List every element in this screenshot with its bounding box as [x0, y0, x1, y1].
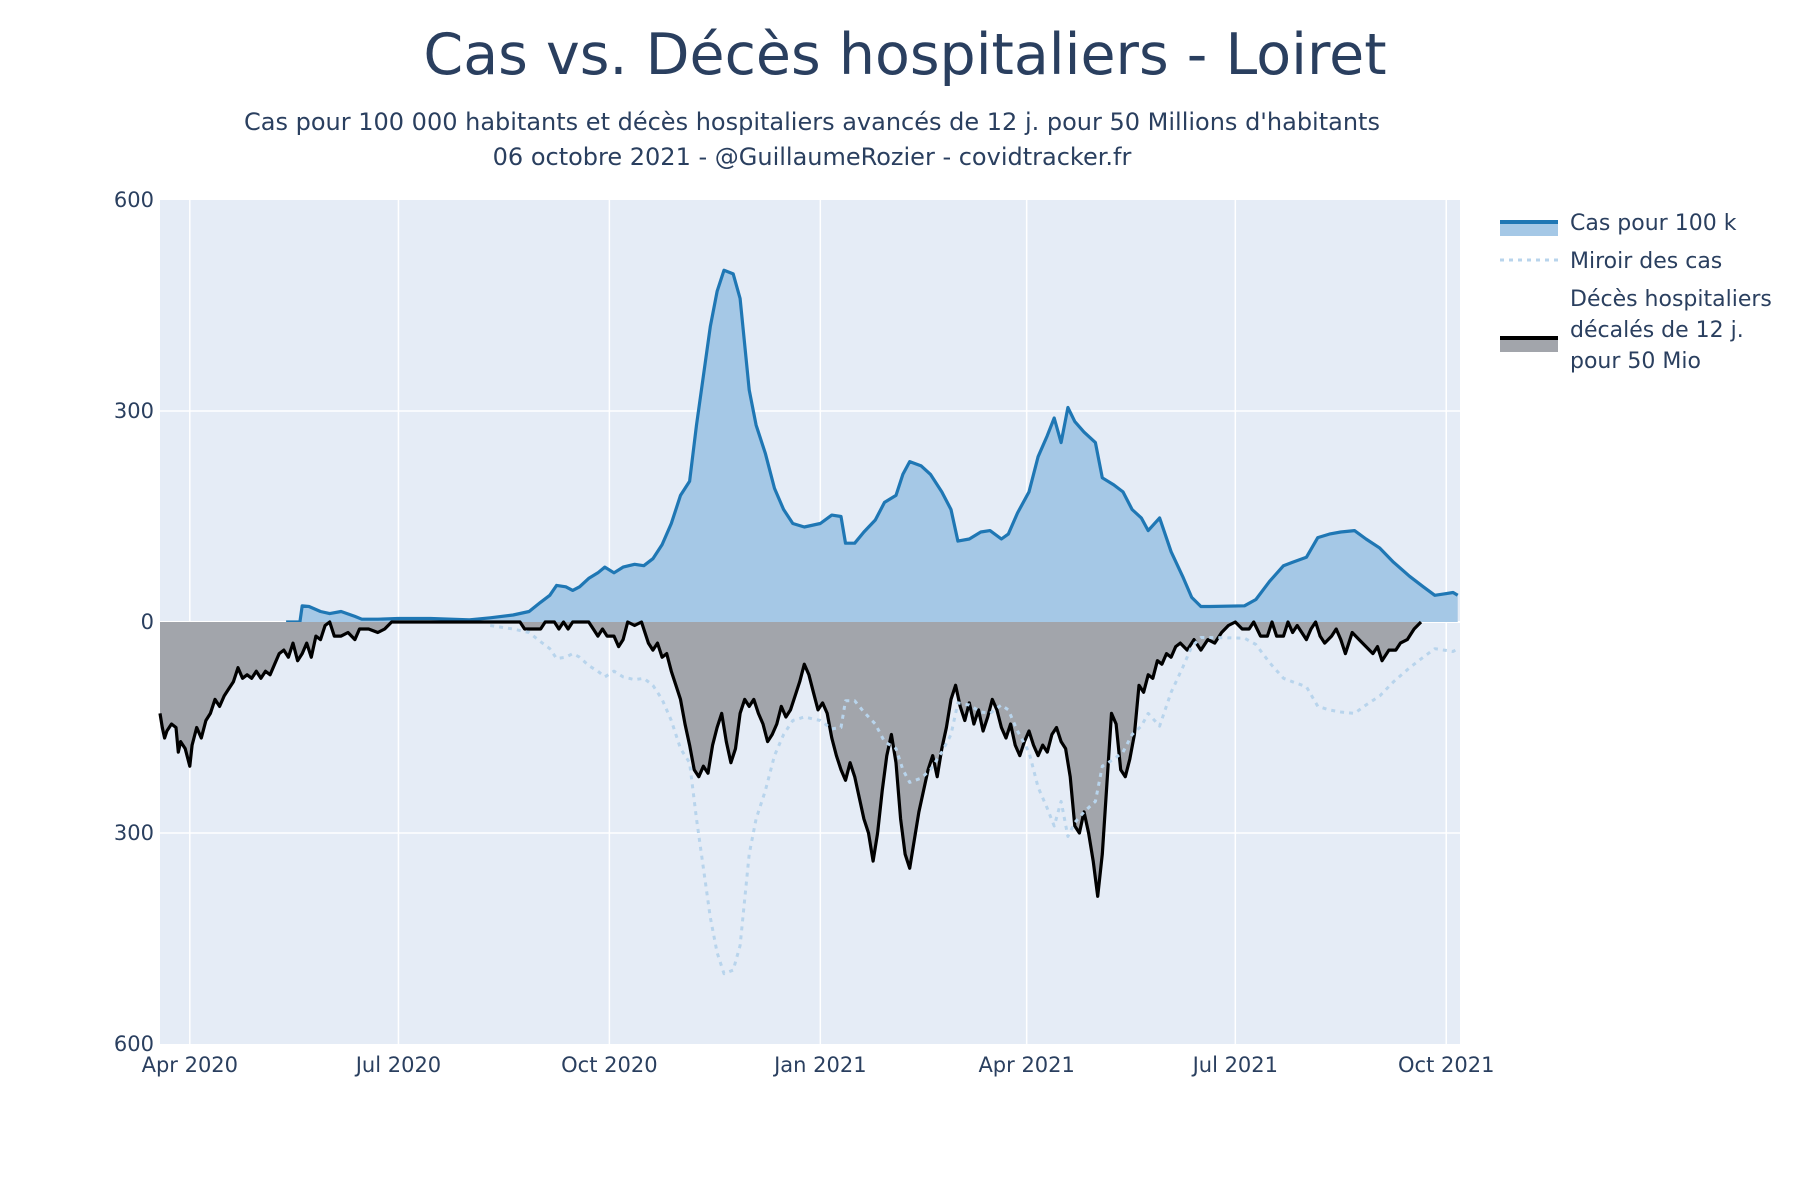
deaths-series-area [160, 622, 1421, 897]
x-tick-label: Apr 2020 [142, 1053, 238, 1077]
y-tick-label: 300 [114, 821, 154, 845]
x-tick-label: Jul 2020 [354, 1053, 441, 1077]
legend-label: Miroir des cas [1570, 249, 1722, 274]
x-tick-label: Oct 2020 [561, 1053, 657, 1077]
x-tick-label: Apr 2021 [978, 1053, 1074, 1077]
cases-series [286, 268, 1459, 624]
legend[interactable]: Cas pour 100 k Miroir des cas Décès hospit… [1500, 211, 1772, 374]
y-tick-label: 600 [114, 188, 154, 212]
x-tick-label: Jul 2021 [1191, 1053, 1278, 1077]
legend-label: Cas pour 100 k [1570, 211, 1737, 236]
legend-swatch-fill [1500, 222, 1558, 236]
chart-subtitle-line-2: 06 octobre 2021 - @GuillaumeRozier - cov… [492, 143, 1132, 171]
x-tick-label: Jan 2021 [772, 1053, 867, 1077]
chart-title: Cas vs. Décès hospitaliers - Loiret [423, 22, 1387, 88]
legend-item-deaths[interactable]: Décès hospitaliers décalés de 12 j. pour 5… [1500, 287, 1772, 374]
mirror-series [489, 624, 1459, 976]
chart-subtitle-line-1: Cas pour 100 000 habitants et décès hosp… [244, 108, 1380, 136]
mirror-series-line [489, 624, 1459, 976]
legend-label: décalés de 12 j. [1570, 318, 1744, 343]
legend-item-cases[interactable]: Cas pour 100 k [1500, 211, 1737, 236]
y-tick-label: 300 [114, 399, 154, 423]
legend-label: pour 50 Mio [1570, 349, 1701, 374]
series-layer [158, 268, 1459, 976]
legend-item-mirror[interactable]: Miroir des cas [1500, 249, 1722, 274]
x-tick-label: Oct 2021 [1398, 1053, 1494, 1077]
y-tick-label: 0 [141, 610, 154, 634]
y-tick-label: 600 [114, 1032, 154, 1056]
cases-series-line [286, 268, 1459, 624]
legend-label: Décès hospitaliers [1570, 287, 1772, 312]
legend-swatch-fill [1500, 338, 1558, 352]
